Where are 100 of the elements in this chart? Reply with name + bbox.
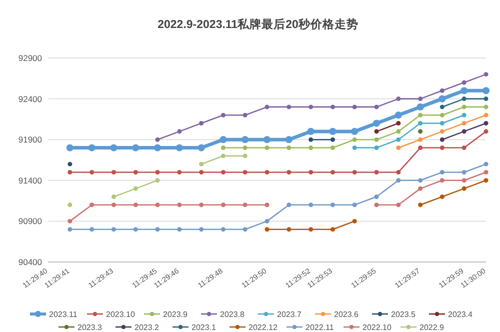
point [220, 227, 226, 232]
chart-title: 2022.9-2023.11私牌最后20秒价格走势 [158, 17, 358, 31]
point [155, 227, 160, 232]
point [111, 227, 116, 232]
point [220, 154, 226, 158]
point [308, 170, 314, 174]
legend-label: 2023.10 [106, 310, 136, 319]
point [484, 178, 488, 183]
point [264, 170, 270, 174]
point [418, 178, 423, 183]
point [374, 202, 379, 208]
point [462, 186, 466, 191]
point [352, 137, 357, 142]
legend-label: 2023.2 [134, 323, 160, 332]
point [462, 129, 466, 134]
point [396, 129, 401, 134]
point [220, 170, 226, 174]
point [110, 144, 118, 152]
point [199, 202, 204, 208]
legend-label: 2023.4 [448, 310, 474, 319]
point [352, 146, 357, 150]
point [396, 137, 401, 142]
point [177, 129, 182, 134]
point [155, 202, 160, 208]
point [264, 104, 270, 110]
point [440, 194, 444, 199]
point [285, 136, 292, 144]
point [396, 121, 401, 126]
point [68, 218, 72, 224]
point [440, 170, 444, 174]
point [111, 202, 116, 208]
point [484, 170, 488, 174]
point [155, 137, 160, 142]
point [484, 104, 488, 110]
point [264, 227, 270, 232]
point [286, 104, 292, 110]
point [440, 121, 444, 126]
point [264, 218, 270, 224]
point [374, 137, 379, 142]
point [462, 170, 466, 174]
point [330, 104, 336, 110]
point [220, 146, 226, 150]
point [396, 170, 401, 174]
point [484, 96, 488, 102]
point [374, 129, 379, 134]
point [66, 144, 74, 152]
legend-label: 2023.11 [49, 310, 78, 319]
point [352, 218, 357, 224]
point [484, 112, 488, 118]
legend-label: 2023.6 [334, 310, 360, 319]
point [220, 112, 226, 118]
point [308, 137, 314, 142]
point [90, 202, 94, 208]
point [374, 194, 379, 199]
point [133, 186, 138, 191]
legend-label: 2022.9 [420, 323, 445, 332]
y-tick-label: 91900 [18, 134, 42, 145]
point [330, 227, 336, 232]
point [374, 170, 379, 174]
point [351, 128, 358, 135]
point [308, 104, 314, 110]
point [133, 227, 138, 232]
point [352, 170, 357, 174]
point [242, 227, 248, 232]
point [462, 80, 466, 85]
point [88, 144, 96, 152]
legend-label: 2022.10 [362, 323, 392, 332]
point [199, 170, 204, 174]
point [418, 96, 423, 102]
legend-label: 2022.12 [248, 323, 278, 332]
point [396, 146, 401, 150]
point [68, 170, 72, 174]
point [111, 194, 116, 199]
point [440, 104, 444, 110]
point [177, 170, 182, 174]
point [462, 121, 466, 126]
point [460, 87, 468, 94]
point [286, 202, 292, 208]
point [68, 162, 72, 166]
point [418, 146, 423, 150]
point [418, 112, 423, 118]
point [330, 137, 336, 142]
point [177, 202, 182, 208]
point [90, 227, 94, 232]
point [242, 170, 248, 174]
point [330, 170, 336, 174]
point [416, 103, 424, 111]
point [462, 104, 466, 110]
point [330, 202, 336, 208]
point [199, 227, 204, 232]
point [155, 178, 160, 183]
y-tick-label: 92400 [18, 94, 42, 104]
point [440, 137, 444, 142]
point [199, 162, 204, 166]
point [438, 95, 446, 102]
point [396, 202, 401, 208]
point [418, 186, 423, 191]
point [308, 227, 314, 232]
legend-label: 2023.7 [277, 310, 302, 319]
point [242, 136, 249, 144]
